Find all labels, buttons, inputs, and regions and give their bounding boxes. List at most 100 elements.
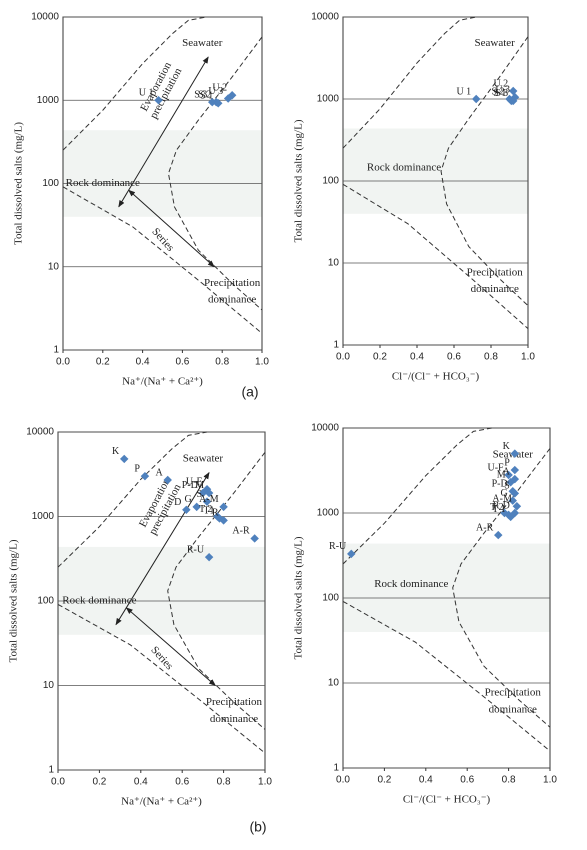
annotation: dominance — [208, 294, 256, 306]
annotation: Series — [148, 644, 175, 672]
arrow — [115, 471, 210, 626]
x-tick-label: 0.2 — [373, 352, 387, 363]
x-tick-label: 0.4 — [410, 352, 424, 363]
y-tick-label: 1 — [48, 765, 54, 776]
x-tick-label: 1.0 — [255, 357, 269, 368]
data-point — [192, 502, 201, 512]
x-tick-label: 0.8 — [215, 357, 229, 368]
chart: 1 10 100 1000 10000 0.0 0.2 0.4 0.6 0.8 1.0 Cl⁻/(Cl… — [293, 12, 536, 383]
arrow — [128, 189, 215, 268]
point-label: S 3 — [495, 88, 508, 99]
point-label: U-F — [186, 477, 203, 488]
data-point — [154, 96, 163, 105]
y-tick-label: 1000 — [317, 94, 340, 105]
data-point — [506, 512, 515, 522]
annotation: Seawater — [182, 37, 223, 49]
data-point — [512, 502, 522, 511]
data-point — [198, 488, 208, 498]
data-point — [471, 94, 481, 104]
point-label: S 2 — [491, 86, 504, 97]
point-label: S 3 — [194, 89, 207, 100]
y-axis-label: Total dissolved salts (mg/L) — [293, 536, 305, 659]
panel-label: (a) — [241, 384, 258, 400]
point-label: A-M — [199, 494, 219, 505]
point-label: P — [134, 463, 140, 474]
boundary-curve — [167, 36, 263, 311]
arrow — [118, 56, 209, 208]
x-tick-label: 0.0 — [51, 777, 65, 788]
y-tick-label: 1 — [53, 345, 59, 356]
x-axis-label: Na⁺/(Na⁺ + Ca²⁺) — [121, 796, 202, 808]
x-tick-label: 1.0 — [521, 352, 535, 363]
point-label: T 2 — [490, 502, 503, 513]
y-tick-label: 1000 — [32, 511, 55, 522]
point-label: S — [504, 481, 510, 492]
point-label: D — [503, 500, 510, 511]
y-tick-label: 100 — [42, 178, 59, 189]
x-tick-label: 0.4 — [419, 775, 433, 786]
point-label: A — [155, 467, 163, 478]
annotation: dominance — [489, 704, 537, 716]
data-point — [510, 489, 520, 498]
y-tick-label: 10 — [48, 261, 60, 272]
point-label: G — [184, 494, 191, 505]
annotation: Rock dominance — [367, 161, 441, 173]
data-point — [202, 497, 212, 506]
point-label: U 1 — [139, 88, 154, 99]
point-label: R-U — [187, 544, 205, 555]
annotation: Rock dominance — [374, 578, 448, 590]
boundary-curve — [452, 448, 551, 728]
x-tick-label: 0.2 — [92, 777, 106, 788]
y-tick-label: 10000 — [31, 12, 59, 23]
point-label: R — [493, 500, 500, 511]
point-label: T1 — [203, 506, 214, 517]
y-axis-label: Total dissolved salts (mg/L) — [293, 119, 305, 242]
x-tick-label: 0.2 — [96, 357, 110, 368]
data-point — [119, 454, 129, 464]
boundary-curve — [62, 16, 207, 151]
point-label: S — [196, 489, 202, 500]
x-tick-label: 0.6 — [175, 777, 189, 788]
x-tick-label: 1.0 — [258, 777, 272, 788]
annotation: Precipitation — [204, 277, 261, 289]
y-tick-label: 10000 — [311, 12, 339, 23]
data-point — [508, 86, 518, 96]
y-tick-label: 100 — [37, 596, 54, 607]
x-tick-label: 0.4 — [134, 777, 148, 788]
y-tick-label: 1000 — [317, 508, 340, 519]
point-label: S 1 — [200, 91, 213, 102]
annotation: Seawater — [475, 37, 516, 49]
data-point — [504, 470, 513, 480]
point-label: U 3 — [495, 85, 510, 96]
x-axis-label: Na⁺/(Na⁺ + Ca²⁺) — [122, 376, 203, 388]
x-tick-label: 1.0 — [543, 775, 557, 786]
x-tick-label: 0.6 — [175, 357, 189, 368]
point-label: U 1 — [456, 86, 471, 97]
data-point — [208, 97, 217, 107]
y-tick-label: 1 — [333, 340, 339, 351]
chart: 1 10 100 1000 10000 0.0 0.2 0.4 0.6 0.8 1.0 Cl⁻/(Cl… — [293, 423, 558, 806]
data-point — [163, 475, 172, 485]
data-point — [506, 478, 515, 487]
x-tick-label: 0.8 — [484, 352, 498, 363]
point-label: T 1 — [492, 504, 505, 515]
point-label: P-D — [182, 480, 198, 491]
point-label: M — [195, 480, 204, 491]
x-axis-label: Cl⁻/(Cl⁻ + HCO₃⁻) — [392, 371, 480, 383]
boundary-curve — [342, 600, 551, 752]
y-axis-label: Total dissolved salts (mg/L) — [13, 122, 25, 245]
boundary-curve — [342, 427, 493, 565]
point-label: K — [503, 441, 511, 452]
shaded-band — [343, 543, 550, 632]
y-tick-label: 10 — [328, 258, 340, 269]
x-tick-label: 0.6 — [460, 775, 474, 786]
annotation: Series — [149, 226, 176, 254]
point-label: U 2 — [212, 82, 227, 93]
x-tick-label: 0.0 — [336, 352, 350, 363]
x-tick-label: 0.8 — [502, 775, 516, 786]
annotation: Rock dominance — [62, 595, 136, 607]
x-tick-label: 0.6 — [447, 352, 461, 363]
annotation: Rock dominance — [66, 177, 140, 189]
point-label: M — [497, 470, 506, 481]
